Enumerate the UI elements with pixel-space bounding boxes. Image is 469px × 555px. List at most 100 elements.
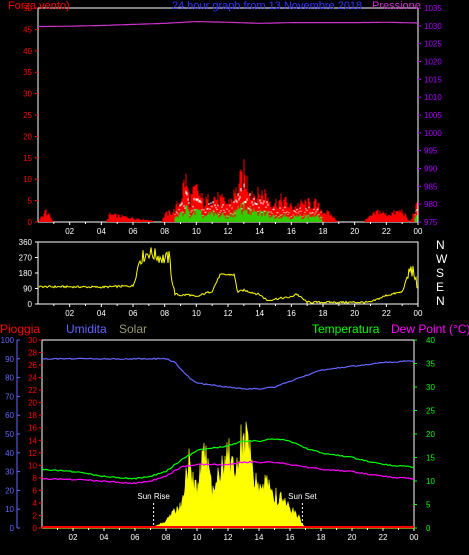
humidity-ytick-label: 50 xyxy=(5,430,14,439)
rain-label: Pioggia xyxy=(0,322,41,336)
temperature-ytick-label: 20 xyxy=(426,430,435,439)
pressure-ytick-label: 1020 xyxy=(424,58,442,67)
wind-panel-xtick-label: 02 xyxy=(65,227,74,236)
wind-panel-xtick-label: 10 xyxy=(192,227,201,236)
direction-panel-xtick-label: 06 xyxy=(129,309,138,318)
wind-ytick-label: 40 xyxy=(23,47,32,56)
wind-panel-xtick-label: 12 xyxy=(224,227,233,236)
humidity-ytick-label: 10 xyxy=(5,505,14,514)
humidity-ytick-label: 20 xyxy=(5,486,14,495)
climate-panel-xtick-label: 16 xyxy=(286,533,295,542)
direction-panel-xtick-label: 14 xyxy=(255,309,264,318)
wind-ytick-label: 15 xyxy=(23,154,32,163)
climate-panel-xtick-label: 00 xyxy=(410,533,419,542)
climate-panel-xtick-label: 04 xyxy=(100,533,109,542)
temperature-ytick-label: 15 xyxy=(426,454,435,463)
rain-ytick-label: 0 xyxy=(33,524,38,533)
pressure-ytick-label: 1005 xyxy=(424,111,442,120)
wind-panel-xtick-label: 04 xyxy=(97,227,106,236)
wind-ytick-label: 20 xyxy=(23,132,32,141)
wind-panel-xtick-label: 16 xyxy=(287,227,296,236)
wind-ytick-label: 45 xyxy=(23,25,32,34)
dewpoint-label: Dew Point (°C) xyxy=(391,322,469,336)
temperature-ytick-label: 0 xyxy=(426,524,431,533)
rain-ytick-label: 4 xyxy=(33,499,38,508)
wind-title: Forza vento) xyxy=(8,0,70,12)
wind-ytick-label: 35 xyxy=(23,68,32,77)
climate-panel-xtick-label: 10 xyxy=(193,533,202,542)
direction-panel-xtick-label: 18 xyxy=(319,309,328,318)
humidity-ytick-label: 100 xyxy=(1,336,15,345)
temperature-ytick-label: 35 xyxy=(426,360,435,369)
direction-panel-xtick-label: 04 xyxy=(97,309,106,318)
temperature-ytick-label: 5 xyxy=(426,501,431,510)
wind-ytick-label: 10 xyxy=(23,175,32,184)
climate-panel-xtick-label: 08 xyxy=(162,533,171,542)
direction-line xyxy=(38,247,418,305)
wind-ytick-label: 50 xyxy=(23,4,32,13)
rain-ytick-label: 6 xyxy=(33,486,38,495)
compass-w: W xyxy=(436,252,448,266)
compass-n-top: N xyxy=(436,238,445,252)
compass-s: S xyxy=(436,266,445,280)
wind-panel-xtick-label: 06 xyxy=(129,227,138,236)
direction-panel-xtick-label: 00 xyxy=(414,309,423,318)
humidity-ytick-label: 90 xyxy=(5,355,14,364)
direction-panel-xtick-label: 20 xyxy=(350,309,359,318)
pressure-ytick-label: 1000 xyxy=(424,129,442,138)
wind-ytick-label: 0 xyxy=(28,218,33,227)
humidity-ytick-label: 70 xyxy=(5,392,14,401)
climate-panel-xtick-label: 18 xyxy=(317,533,326,542)
temperature-ytick-label: 30 xyxy=(426,383,435,392)
humidity-line xyxy=(41,357,415,390)
compass-e: E xyxy=(436,280,445,294)
rain-ytick-label: 20 xyxy=(28,399,37,408)
climate-panel-xtick-label: 06 xyxy=(131,533,140,542)
pressure-ytick-label: 990 xyxy=(424,165,438,174)
wind-ytick-label: 25 xyxy=(23,111,32,120)
pressure-ytick-label: 1010 xyxy=(424,93,442,102)
humidity-ytick-label: 40 xyxy=(5,449,14,458)
rain-ytick-label: 28 xyxy=(28,349,37,358)
temperature-ytick-label: 25 xyxy=(426,407,435,416)
rain-ytick-label: 14 xyxy=(28,436,37,445)
rain-ytick-label: 2 xyxy=(33,511,38,520)
sunset-label: Sun Set xyxy=(288,492,317,501)
direction-ytick-label: 0 xyxy=(28,300,33,309)
temperature-line xyxy=(41,438,415,480)
pressure-ytick-label: 1035 xyxy=(424,4,442,13)
temperature-ytick-label: 10 xyxy=(426,477,435,486)
wind-panel-xtick-label: 20 xyxy=(350,227,359,236)
wind-panel-xtick-label: 08 xyxy=(160,227,169,236)
pressure-ytick-label: 995 xyxy=(424,147,438,156)
humidity-ytick-label: 60 xyxy=(5,411,14,420)
pressure-ytick-label: 1030 xyxy=(424,22,442,31)
temperature-ytick-label: 40 xyxy=(426,336,435,345)
wind-panel-frame xyxy=(37,7,419,223)
direction-ytick-label: 90 xyxy=(23,285,32,294)
pressure-ytick-label: 1015 xyxy=(424,75,442,84)
climate-panel-xtick-label: 14 xyxy=(255,533,264,542)
wind-panel-xtick-label: 00 xyxy=(414,227,423,236)
compass-n-bottom: N xyxy=(436,294,445,308)
wind-panel-xtick-label: 14 xyxy=(255,227,264,236)
rain-ytick-label: 8 xyxy=(33,474,38,483)
rain-ytick-label: 16 xyxy=(28,424,37,433)
direction-ytick-label: 180 xyxy=(19,269,33,278)
humidity-ytick-label: 30 xyxy=(5,468,14,477)
rain-ytick-label: 22 xyxy=(28,386,37,395)
climate-panel-xtick-label: 02 xyxy=(69,533,78,542)
pressure-line xyxy=(38,21,419,28)
rain-ytick-label: 18 xyxy=(28,411,37,420)
rain-ytick-label: 26 xyxy=(28,361,37,370)
direction-panel-xtick-label: 10 xyxy=(192,309,201,318)
rain-ytick-label: 30 xyxy=(28,336,37,345)
direction-panel-xtick-label: 22 xyxy=(382,309,391,318)
pressure-ytick-label: 980 xyxy=(424,200,438,209)
pressure-ytick-label: 985 xyxy=(424,182,438,191)
pressure-title: Pressione xyxy=(372,0,421,12)
chart-title: 24 hour graph from 13 Novembre 2018 xyxy=(172,0,363,12)
pressure-ytick-label: 1025 xyxy=(424,40,442,49)
humidity-ytick-label: 80 xyxy=(5,374,14,383)
humidity-label: Umidita xyxy=(66,322,107,336)
